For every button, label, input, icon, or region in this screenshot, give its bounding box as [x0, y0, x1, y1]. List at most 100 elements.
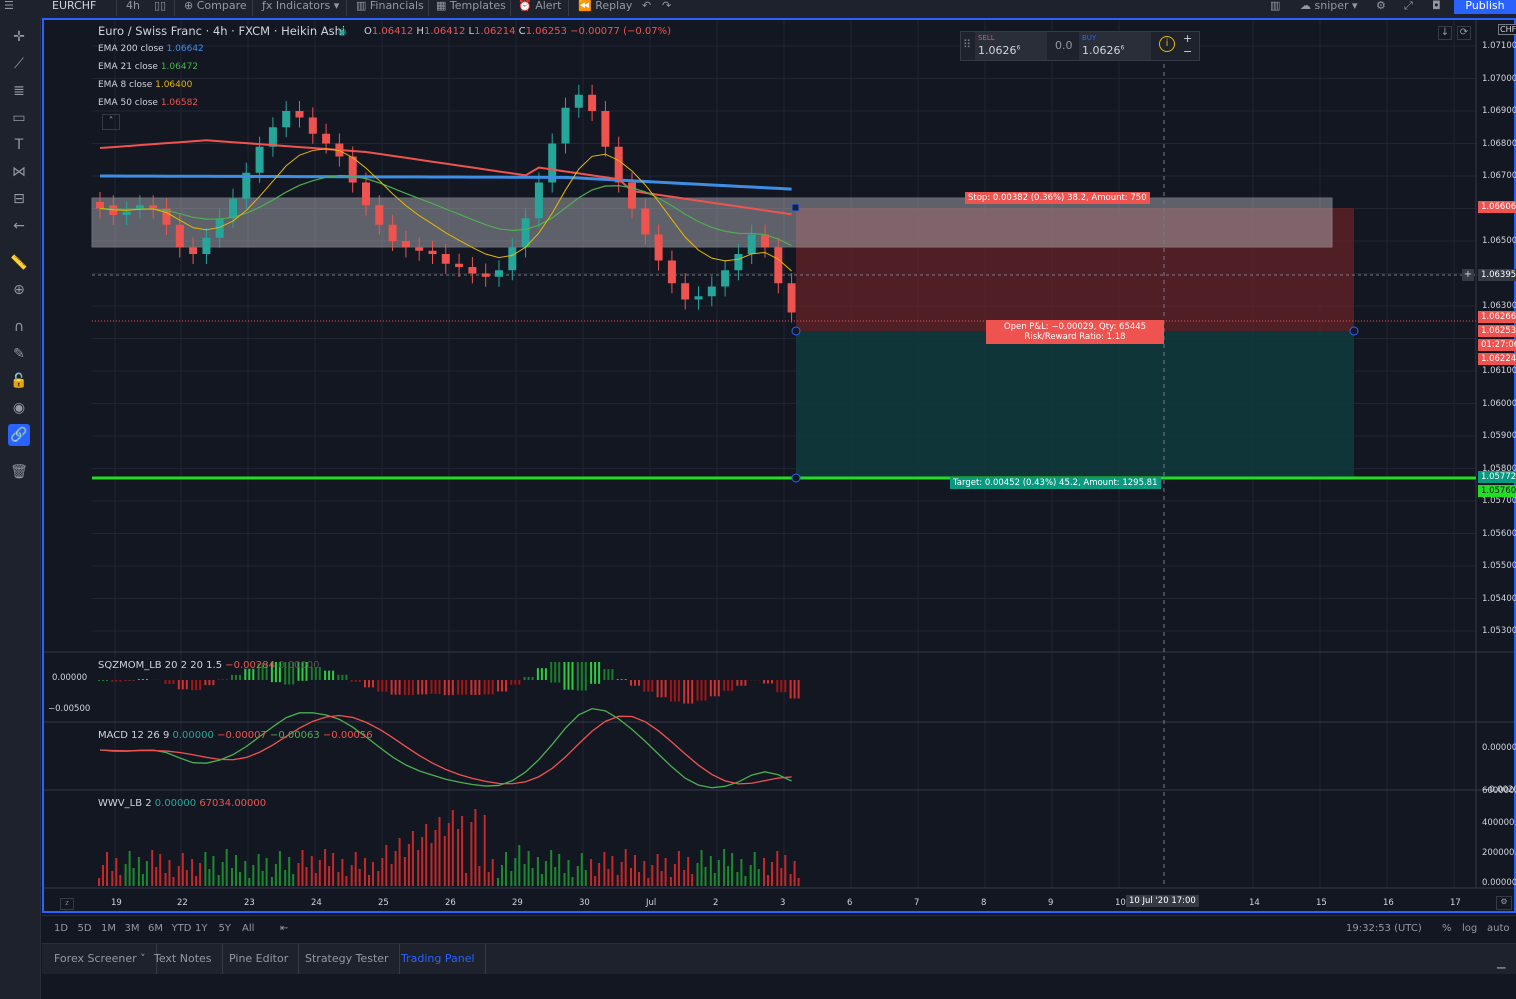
- magnet-icon[interactable]: ∩: [13, 319, 25, 335]
- auto-toggle[interactable]: auto: [1487, 923, 1510, 934]
- trash-icon[interactable]: 🗑: [10, 464, 28, 480]
- menu-icon[interactable]: ☰: [4, 0, 14, 12]
- layout-menu[interactable]: ☁ sniper ▾: [1300, 0, 1358, 12]
- currency-label[interactable]: CHF: [1498, 24, 1516, 35]
- macd-legend[interactable]: MACD 12 26 9 0.00000 −0.00007 −0.00063 −…: [98, 730, 373, 741]
- chart-legend-title[interactable]: Euro / Swiss Franc · 4h · FXCM · Heikin …: [98, 24, 346, 38]
- resistance-zone[interactable]: [91, 197, 1333, 248]
- sqz-bar: [239, 674, 241, 680]
- pattern-icon[interactable]: ⋈: [12, 164, 26, 180]
- range-5y[interactable]: 5Y: [218, 923, 231, 934]
- chart-container[interactable]: [42, 18, 1516, 913]
- range-1y[interactable]: 1Y: [195, 923, 208, 934]
- volume-bar: [208, 869, 211, 886]
- wvv-legend[interactable]: WWV_LB 2 0.00000 67034.00000: [98, 798, 267, 809]
- replay-button[interactable]: ⏪ Replay: [578, 0, 633, 12]
- range-5d[interactable]: 5D: [77, 923, 92, 934]
- range-1d[interactable]: 1D: [54, 923, 69, 934]
- range-all[interactable]: All: [242, 923, 255, 934]
- minimize-panel-icon[interactable]: ▁: [1497, 956, 1506, 969]
- percent-toggle[interactable]: %: [1442, 923, 1452, 934]
- axis-settings-icon[interactable]: ⚙: [1496, 896, 1512, 910]
- width-handle[interactable]: [1349, 326, 1359, 336]
- sqz-bar: [447, 680, 450, 696]
- redo-icon[interactable]: ↷: [662, 0, 672, 12]
- eye-icon[interactable]: ◉: [12, 400, 26, 416]
- tab-strategy-tester[interactable]: Strategy Tester: [295, 944, 400, 974]
- trend-line-icon[interactable]: ⟋: [14, 56, 24, 72]
- stop-handle[interactable]: [791, 203, 800, 212]
- plus-button[interactable]: +: [1183, 32, 1193, 45]
- undo-icon[interactable]: ↶: [642, 0, 652, 12]
- add-alert-plus-icon[interactable]: +: [1462, 269, 1474, 281]
- utc-clock[interactable]: 19:32:53 (UTC): [1346, 923, 1422, 934]
- sqz-bar: [257, 663, 260, 680]
- range-3m[interactable]: 3M: [124, 923, 140, 934]
- sell-button[interactable]: SELL 1.06266: [975, 32, 1047, 60]
- camera-icon[interactable]: ◘: [1432, 0, 1441, 12]
- sqz-bar: [443, 680, 446, 696]
- range-6m[interactable]: 6M: [148, 923, 163, 934]
- arrow-back-icon[interactable]: ←: [13, 218, 25, 234]
- publish-button[interactable]: Publish: [1454, 0, 1516, 14]
- interval-button[interactable]: 4h: [126, 0, 140, 12]
- rectangle-icon[interactable]: ▭: [12, 110, 26, 126]
- compare-button[interactable]: ⊕ Compare: [184, 0, 247, 12]
- sqz-legend[interactable]: SQZMOM_LB 20 2 20 1.5 −0.00284 0.00000: [98, 660, 320, 671]
- chart-canvas[interactable]: [44, 20, 1514, 911]
- tab-trading-panel[interactable]: Trading Panel: [391, 944, 486, 974]
- log-toggle[interactable]: log: [1462, 923, 1478, 934]
- fib-tool-icon[interactable]: ≣: [13, 83, 25, 99]
- tab-text-notes[interactable]: Text Notes: [144, 944, 223, 974]
- buy-button[interactable]: BUY 1.06266: [1079, 32, 1151, 60]
- crosshair-icon[interactable]: ✛: [13, 29, 25, 45]
- chart-type-icon[interactable]: ▯▯: [154, 0, 167, 12]
- alert-button[interactable]: ⏰ Alert: [518, 0, 562, 12]
- financials-button[interactable]: ▥ Financials: [356, 0, 424, 12]
- ema-legend-0[interactable]: EMA 200 close 1.06642: [98, 44, 204, 54]
- templates-button[interactable]: ▦ Templates: [436, 0, 506, 12]
- tab-forex-screener[interactable]: Forex Screener ˅: [44, 944, 157, 974]
- price-tick: 1.05800: [1482, 463, 1516, 474]
- volume-bar: [731, 853, 734, 886]
- settings-gear-icon[interactable]: ⚙: [1376, 0, 1386, 12]
- fullscreen-icon[interactable]: ⤢: [1404, 0, 1413, 12]
- pnl-label[interactable]: Open P&L: −0.00029, Qty: 65445 Risk/Rewa…: [986, 320, 1164, 344]
- text-tool-icon[interactable]: T: [14, 137, 24, 153]
- target-handle[interactable]: [791, 473, 801, 483]
- range-ytd[interactable]: YTD: [171, 923, 192, 934]
- lock-icon[interactable]: 🔓: [10, 373, 28, 389]
- sync-icon[interactable]: ⟳: [1457, 26, 1471, 40]
- collapse-legend-button[interactable]: ˄: [102, 114, 120, 130]
- scroll-down-icon[interactable]: ↓: [1438, 26, 1452, 40]
- stop-zone[interactable]: [796, 208, 1354, 331]
- ema-legend-1[interactable]: EMA 21 close 1.06472: [98, 62, 198, 72]
- target-label[interactable]: Target: 0.00452 (0.43%) 45.2, Amount: 12…: [950, 477, 1161, 489]
- minus-button[interactable]: −: [1183, 45, 1193, 58]
- indicators-button[interactable]: ƒx Indicators ▾: [262, 0, 340, 12]
- sqz-bar: [465, 680, 468, 695]
- stay-drawing-icon[interactable]: ✎: [13, 346, 25, 362]
- ema-legend-3[interactable]: EMA 50 close 1.06582: [98, 98, 198, 108]
- candle-body: [175, 224, 184, 248]
- time-tick: 8: [981, 898, 987, 908]
- tab-pine-editor[interactable]: Pine Editor: [219, 944, 300, 974]
- symbol-search[interactable]: EURCHF: [52, 0, 97, 12]
- sync-link-icon[interactable]: 🔗: [8, 424, 30, 446]
- price-tag-b: 1.06253: [1478, 325, 1516, 337]
- ruler-icon[interactable]: 📏: [10, 255, 28, 271]
- timezone-icon[interactable]: z: [60, 898, 74, 910]
- ema-value: 1.06472: [160, 62, 199, 72]
- stop-label[interactable]: Stop: 0.00382 (0.36%) 38.2, Amount: 750: [965, 192, 1150, 204]
- target-zone[interactable]: [796, 331, 1354, 477]
- entry-handle[interactable]: [791, 326, 801, 336]
- zoom-icon[interactable]: ⊕: [13, 282, 25, 298]
- drag-handle-icon[interactable]: ⠿: [963, 38, 972, 51]
- volume-bar: [647, 878, 650, 886]
- goto-date-icon[interactable]: ⇤: [280, 923, 289, 934]
- info-icon[interactable]: i: [1159, 36, 1175, 52]
- range-1m[interactable]: 1M: [101, 923, 116, 934]
- forecast-icon[interactable]: ⊟: [13, 191, 25, 207]
- ema-legend-2[interactable]: EMA 8 close 1.06400: [98, 80, 192, 90]
- layout-grid-icon[interactable]: ▥: [1270, 0, 1281, 12]
